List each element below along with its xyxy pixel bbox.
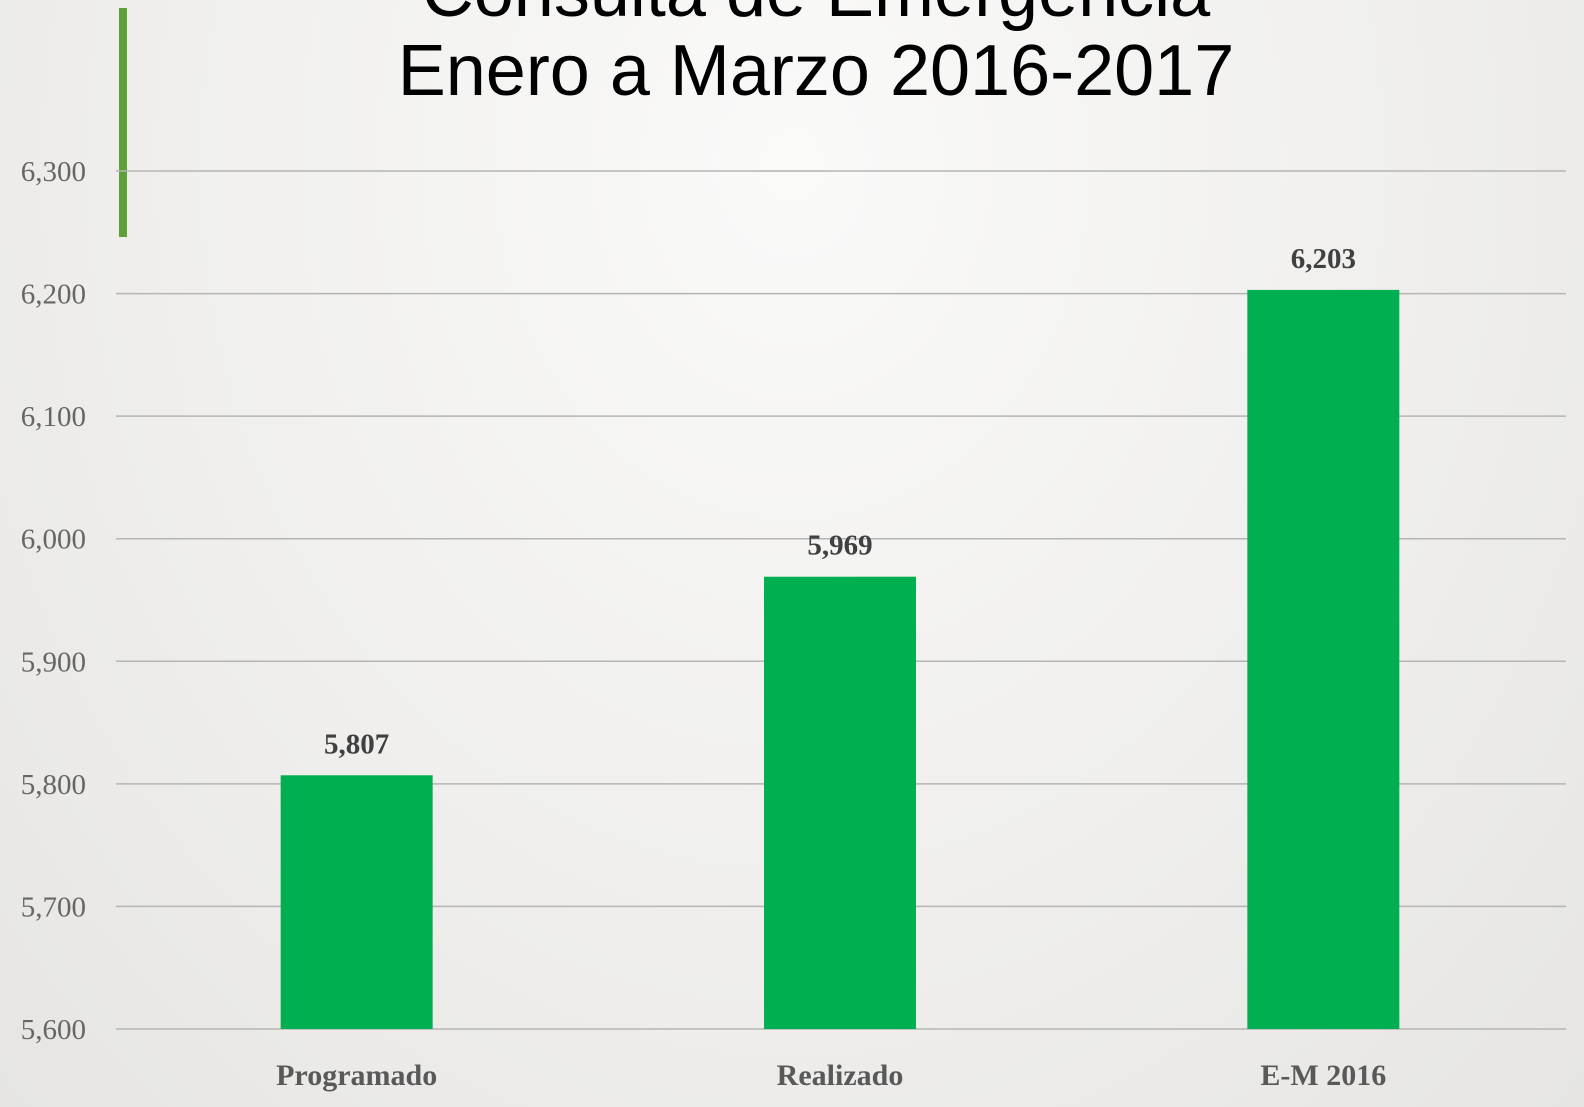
y-tick-label: 5,900	[21, 646, 86, 678]
y-tick-label: 6,200	[21, 279, 86, 311]
bar	[1247, 289, 1400, 1029]
data-label: 5,807	[324, 728, 389, 760]
x-tick-label: E-M 2016	[1260, 1059, 1386, 1092]
accent-bar	[119, 8, 127, 237]
x-tick-label: Programado	[276, 1059, 437, 1092]
y-tick-label: 5,600	[21, 1014, 86, 1046]
y-tick-label: 5,800	[21, 769, 86, 801]
chart-title: Consulta de Emergencia	[422, 0, 1211, 32]
data-label: 6,203	[1291, 243, 1356, 275]
x-tick-label: Realizado	[777, 1059, 904, 1092]
y-tick-label: 6,300	[21, 156, 86, 188]
bar	[280, 775, 433, 1029]
bar	[764, 576, 916, 1029]
y-tick-label: 6,100	[21, 401, 86, 433]
chart-title: Enero a Marzo 2016-2017	[398, 31, 1235, 111]
data-label: 5,969	[807, 530, 872, 562]
y-tick-label: 5,700	[21, 891, 86, 923]
y-tick-label: 6,000	[21, 524, 86, 556]
